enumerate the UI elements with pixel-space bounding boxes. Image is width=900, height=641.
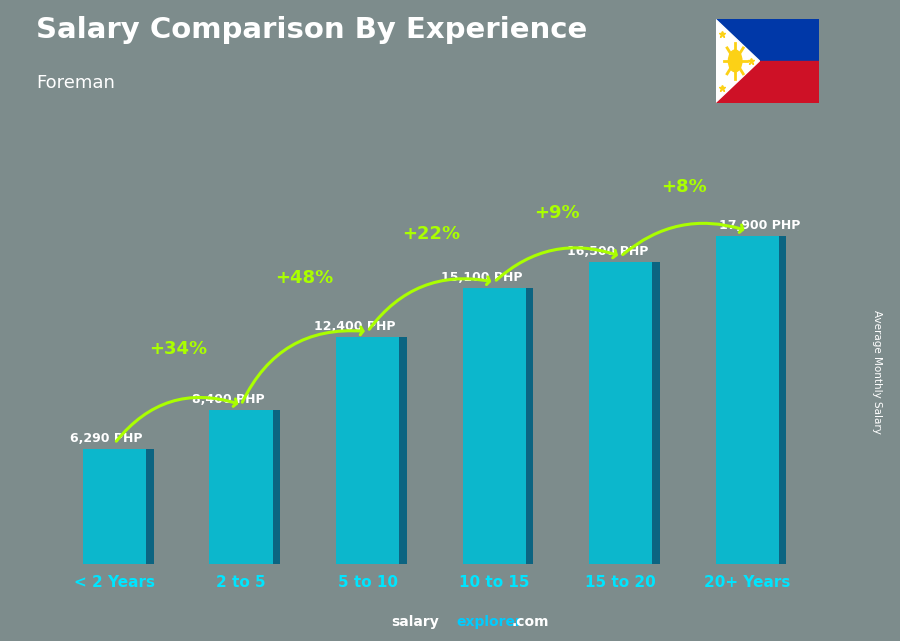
Text: +8%: +8% [661,178,707,196]
Text: Salary Comparison By Experience: Salary Comparison By Experience [36,16,587,44]
Circle shape [728,50,742,72]
Polygon shape [716,237,778,564]
Text: salary: salary [392,615,439,629]
Text: 6,290 PHP: 6,290 PHP [70,432,143,445]
Text: Foreman: Foreman [36,74,115,92]
Text: 15,100 PHP: 15,100 PHP [441,271,522,284]
Text: 12,400 PHP: 12,400 PHP [314,320,396,333]
Polygon shape [526,288,534,564]
Bar [716,19,819,61]
Polygon shape [336,337,400,564]
Bar [716,61,819,103]
Polygon shape [210,410,273,564]
Text: 8,400 PHP: 8,400 PHP [192,394,265,406]
Polygon shape [146,449,154,564]
Polygon shape [589,262,652,564]
Text: Average Monthly Salary: Average Monthly Salary [872,310,883,434]
Text: 17,900 PHP: 17,900 PHP [719,219,800,233]
Text: +48%: +48% [275,269,334,287]
Text: .com: .com [512,615,550,629]
Polygon shape [652,262,660,564]
Polygon shape [716,19,760,103]
Text: +34%: +34% [148,340,207,358]
Polygon shape [400,337,407,564]
Polygon shape [463,288,526,564]
Polygon shape [778,237,787,564]
Text: +9%: +9% [535,203,581,222]
Text: +22%: +22% [401,225,460,244]
Text: 16,500 PHP: 16,500 PHP [567,245,649,258]
Polygon shape [273,410,280,564]
Text: explorer: explorer [456,615,522,629]
Polygon shape [83,449,146,564]
